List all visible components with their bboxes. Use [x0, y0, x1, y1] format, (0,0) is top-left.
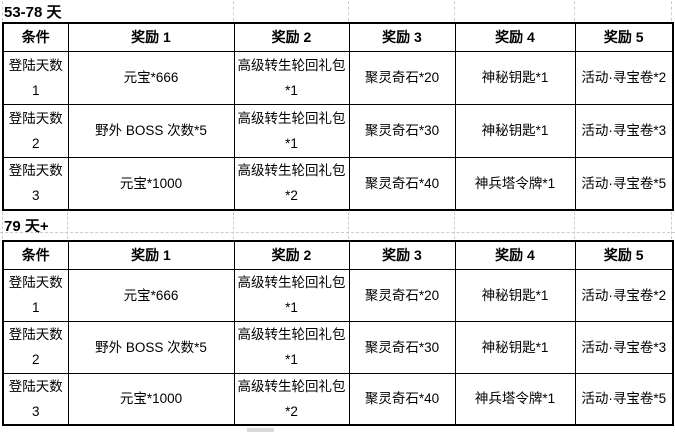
reward-cell: 神兵塔令牌*1 — [454, 372, 576, 426]
reward-cell: 高级转生轮回礼包*1 — [233, 50, 350, 105]
condition-cell: 登陆天数 2 — [2, 320, 69, 374]
section-2-title: 79 天+ — [4, 218, 49, 235]
excel-gridline — [348, 1, 349, 21]
reward-cell: 活动·寻宝卷*3 — [574, 320, 674, 374]
excel-gridline — [348, 212, 349, 239]
rewards-table-2: 条件 奖励 1 奖励 2 奖励 3 奖励 4 奖励 5 登陆天数 1 元宝*66… — [2, 240, 674, 426]
table-header-row: 条件 奖励 1 奖励 2 奖励 3 奖励 4 奖励 5 — [2, 240, 674, 270]
scrollbar-fragment — [247, 428, 274, 432]
excel-gridline — [2, 1, 3, 21]
excel-gridline — [233, 1, 234, 21]
reward-cell: 神秘钥匙*1 — [454, 268, 576, 322]
excel-gridline — [574, 1, 575, 21]
reward-cell: 活动·寻宝卷*5 — [574, 156, 674, 211]
table-row: 登陆天数 3 元宝*1000 高级转生轮回礼包*2 聚灵奇石*40 神兵塔令牌*… — [2, 156, 674, 211]
col-header-reward-3: 奖励 3 — [348, 240, 456, 270]
excel-gridline — [2, 212, 3, 239]
reward-cell: 高级转生轮回礼包*1 — [233, 268, 350, 322]
excel-gridline — [0, 232, 675, 233]
reward-cell: 活动·寻宝卷*2 — [574, 268, 674, 322]
table-row: 登陆天数 3 元宝*1000 高级转生轮回礼包*2 聚灵奇石*40 神兵塔令牌*… — [2, 372, 674, 426]
reward-cell: 活动·寻宝卷*3 — [574, 103, 674, 158]
reward-cell: 神兵塔令牌*1 — [454, 156, 576, 211]
col-header-reward-5: 奖励 5 — [574, 240, 674, 270]
reward-cell: 聚灵奇石*20 — [348, 50, 456, 105]
col-header-reward-1: 奖励 1 — [67, 240, 235, 270]
col-header-reward-2: 奖励 2 — [233, 240, 350, 270]
excel-gridline — [574, 212, 575, 239]
col-header-reward-4: 奖励 4 — [454, 240, 576, 270]
excel-gridline — [233, 212, 234, 239]
reward-cell: 野外 BOSS 次数*5 — [67, 103, 235, 158]
col-header-reward-4: 奖励 4 — [454, 22, 576, 52]
excel-gridline — [67, 212, 68, 239]
reward-cell: 神秘钥匙*1 — [454, 50, 576, 105]
col-header-reward-5: 奖励 5 — [574, 22, 674, 52]
col-header-condition: 条件 — [2, 22, 69, 52]
section-1-title-row: 53-78 天 — [0, 0, 675, 22]
col-header-condition: 条件 — [2, 240, 69, 270]
reward-cell: 聚灵奇石*30 — [348, 320, 456, 374]
reward-cell: 聚灵奇石*30 — [348, 103, 456, 158]
reward-cell: 神秘钥匙*1 — [454, 103, 576, 158]
reward-cell: 野外 BOSS 次数*5 — [67, 320, 235, 374]
condition-cell: 登陆天数 3 — [2, 156, 69, 211]
reward-cell: 活动·寻宝卷*5 — [574, 372, 674, 426]
bottom-margin — [0, 426, 675, 432]
reward-cell: 元宝*666 — [67, 50, 235, 105]
reward-cell: 元宝*666 — [67, 268, 235, 322]
excel-gridline — [671, 1, 672, 21]
excel-gridline — [454, 212, 455, 239]
excel-gridline — [454, 1, 455, 21]
reward-cell: 聚灵奇石*40 — [348, 156, 456, 211]
reward-cell: 活动·寻宝卷*2 — [574, 50, 674, 105]
col-header-reward-3: 奖励 3 — [348, 22, 456, 52]
reward-cell: 元宝*1000 — [67, 156, 235, 211]
section-2-title-row: 79 天+ — [0, 211, 675, 240]
condition-cell: 登陆天数 1 — [2, 268, 69, 322]
col-header-reward-2: 奖励 2 — [233, 22, 350, 52]
reward-cell: 高级转生轮回礼包*1 — [233, 320, 350, 374]
rewards-table-1: 条件 奖励 1 奖励 2 奖励 3 奖励 4 奖励 5 登陆天数 1 元宝*66… — [2, 22, 674, 211]
table-row: 登陆天数 2 野外 BOSS 次数*5 高级转生轮回礼包*1 聚灵奇石*30 神… — [2, 320, 674, 374]
section-1-title: 53-78 天 — [4, 3, 62, 21]
condition-cell: 登陆天数 1 — [2, 50, 69, 105]
reward-cell: 元宝*1000 — [67, 372, 235, 426]
reward-cell: 聚灵奇石*20 — [348, 268, 456, 322]
table-row: 登陆天数 1 元宝*666 高级转生轮回礼包*1 聚灵奇石*20 神秘钥匙*1 … — [2, 268, 674, 322]
table-header-row: 条件 奖励 1 奖励 2 奖励 3 奖励 4 奖励 5 — [2, 22, 674, 52]
reward-cell: 神秘钥匙*1 — [454, 320, 576, 374]
condition-cell: 登陆天数 2 — [2, 103, 69, 158]
condition-cell: 登陆天数 3 — [2, 372, 69, 426]
table-row: 登陆天数 2 野外 BOSS 次数*5 高级转生轮回礼包*1 聚灵奇石*30 神… — [2, 103, 674, 158]
reward-cell: 高级转生轮回礼包*1 — [233, 103, 350, 158]
col-header-reward-1: 奖励 1 — [67, 22, 235, 52]
table-row: 登陆天数 1 元宝*666 高级转生轮回礼包*1 聚灵奇石*20 神秘钥匙*1 … — [2, 50, 674, 105]
reward-cell: 高级转生轮回礼包*2 — [233, 156, 350, 211]
reward-cell: 聚灵奇石*40 — [348, 372, 456, 426]
reward-cell: 高级转生轮回礼包*2 — [233, 372, 350, 426]
excel-gridline — [671, 212, 672, 239]
